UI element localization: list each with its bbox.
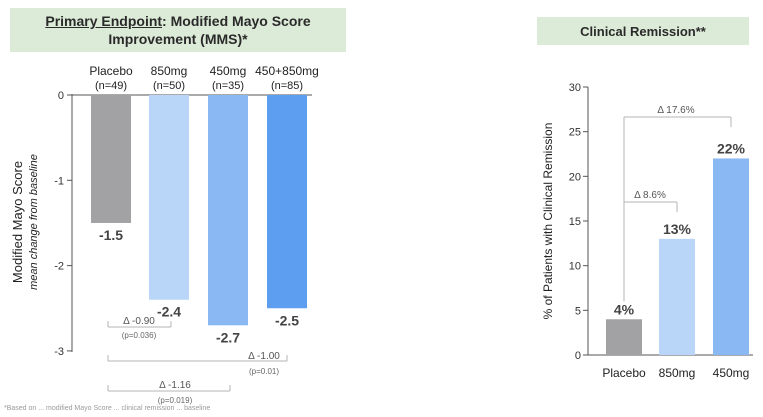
left-bar xyxy=(91,95,131,223)
right-value-label: 22% xyxy=(717,140,746,156)
left-y-axis-label: Modified Mayo Score xyxy=(10,161,25,283)
left-value-label: -1.5 xyxy=(99,227,123,243)
left-y-tick-label: -1 xyxy=(54,175,64,187)
left-value-label: -2.7 xyxy=(216,329,240,345)
left-category-n: (n=85) xyxy=(271,80,303,92)
right-value-label: 4% xyxy=(614,301,635,317)
left-y-tick-label: 0 xyxy=(58,90,64,102)
right-category-label: 850mg xyxy=(659,366,696,380)
right-category-label: Placebo xyxy=(602,366,646,380)
left-chart-title: Primary Endpoint: Modified Mayo Score Im… xyxy=(10,8,346,52)
left-title-rest: : Modified Mayo Score Improvement (MMS)* xyxy=(108,13,311,47)
right-bar xyxy=(606,319,642,355)
left-delta-label: Δ -0.90 xyxy=(123,316,155,327)
right-y-tick-label: 0 xyxy=(575,350,581,362)
left-category-n: (n=50) xyxy=(153,80,185,92)
left-category-n: (n=35) xyxy=(212,80,244,92)
right-y-tick-label: 25 xyxy=(569,127,581,139)
left-y-tick-label: -2 xyxy=(54,261,64,273)
left-delta-label: Δ -1.16 xyxy=(159,380,191,391)
left-title-prefix: Primary Endpoint xyxy=(45,13,163,29)
right-y-tick-label: 5 xyxy=(575,305,581,317)
left-p-label: (p=0.036) xyxy=(122,331,157,340)
left-y-axis-sublabel: mean change from baseline xyxy=(28,154,40,290)
left-p-label: (p=0.019) xyxy=(158,396,193,405)
left-category-label: Placebo xyxy=(89,64,133,78)
right-value-label: 13% xyxy=(663,221,692,237)
left-p-label: (p=0.01) xyxy=(249,367,279,376)
left-bar xyxy=(267,95,307,309)
right-y-axis-label: % of Patients with Clinical Remission xyxy=(541,123,555,320)
left-category-label: 850mg xyxy=(151,64,188,78)
right-delta-label: Δ 8.6% xyxy=(634,190,666,201)
left-value-label: -2.5 xyxy=(275,312,299,328)
left-bar xyxy=(208,95,248,326)
right-y-tick-label: 15 xyxy=(569,216,581,228)
left-y-tick-label: -3 xyxy=(54,346,64,358)
left-value-label: -2.4 xyxy=(157,304,181,320)
right-category-label: 450mg xyxy=(713,366,750,380)
left-category-label: 450+850mg xyxy=(255,64,319,78)
right-y-tick-label: 10 xyxy=(569,261,581,273)
right-delta-label: Δ 17.6% xyxy=(657,105,694,116)
right-chart-title: Clinical Remission** xyxy=(537,17,749,45)
left-delta-label: Δ -1.00 xyxy=(248,351,280,362)
right-y-tick-label: 30 xyxy=(569,82,581,94)
left-bar xyxy=(149,95,189,300)
left-category-n: (n=49) xyxy=(95,80,127,92)
right-bar xyxy=(713,158,749,355)
footnote: *Based on ... modified Mayo Score ... cl… xyxy=(4,405,211,412)
right-y-tick-label: 20 xyxy=(569,171,581,183)
right-bar xyxy=(659,238,695,355)
left-category-label: 450mg xyxy=(210,64,247,78)
